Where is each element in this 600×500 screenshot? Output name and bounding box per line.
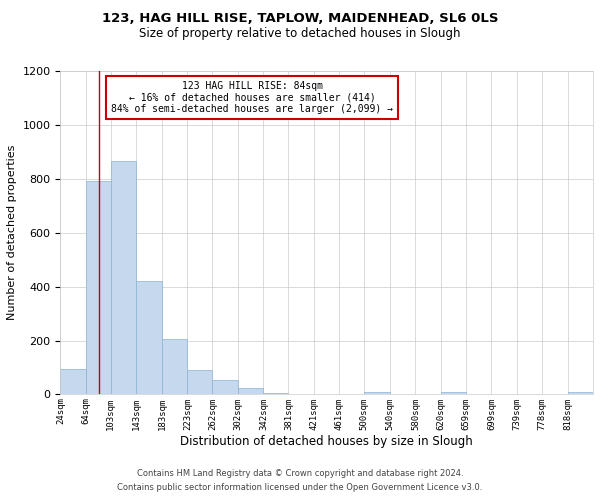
Bar <box>441 392 466 394</box>
Bar <box>86 182 111 394</box>
Text: Contains HM Land Registry data © Crown copyright and database right 2024.: Contains HM Land Registry data © Crown c… <box>137 468 463 477</box>
Bar <box>187 370 212 394</box>
Y-axis label: Number of detached properties: Number of detached properties <box>7 145 17 320</box>
X-axis label: Distribution of detached houses by size in Slough: Distribution of detached houses by size … <box>181 435 473 448</box>
Bar <box>212 380 238 394</box>
Text: Contains public sector information licensed under the Open Government Licence v3: Contains public sector information licen… <box>118 484 482 492</box>
Bar <box>111 162 136 394</box>
Bar <box>263 393 289 394</box>
Bar <box>364 392 390 394</box>
Text: 123 HAG HILL RISE: 84sqm
← 16% of detached houses are smaller (414)
84% of semi-: 123 HAG HILL RISE: 84sqm ← 16% of detach… <box>111 80 393 114</box>
Bar <box>162 339 187 394</box>
Bar <box>136 281 162 394</box>
Bar <box>61 369 86 394</box>
Bar <box>238 388 263 394</box>
Text: 123, HAG HILL RISE, TAPLOW, MAIDENHEAD, SL6 0LS: 123, HAG HILL RISE, TAPLOW, MAIDENHEAD, … <box>102 12 498 26</box>
Text: Size of property relative to detached houses in Slough: Size of property relative to detached ho… <box>139 28 461 40</box>
Bar <box>568 392 593 394</box>
